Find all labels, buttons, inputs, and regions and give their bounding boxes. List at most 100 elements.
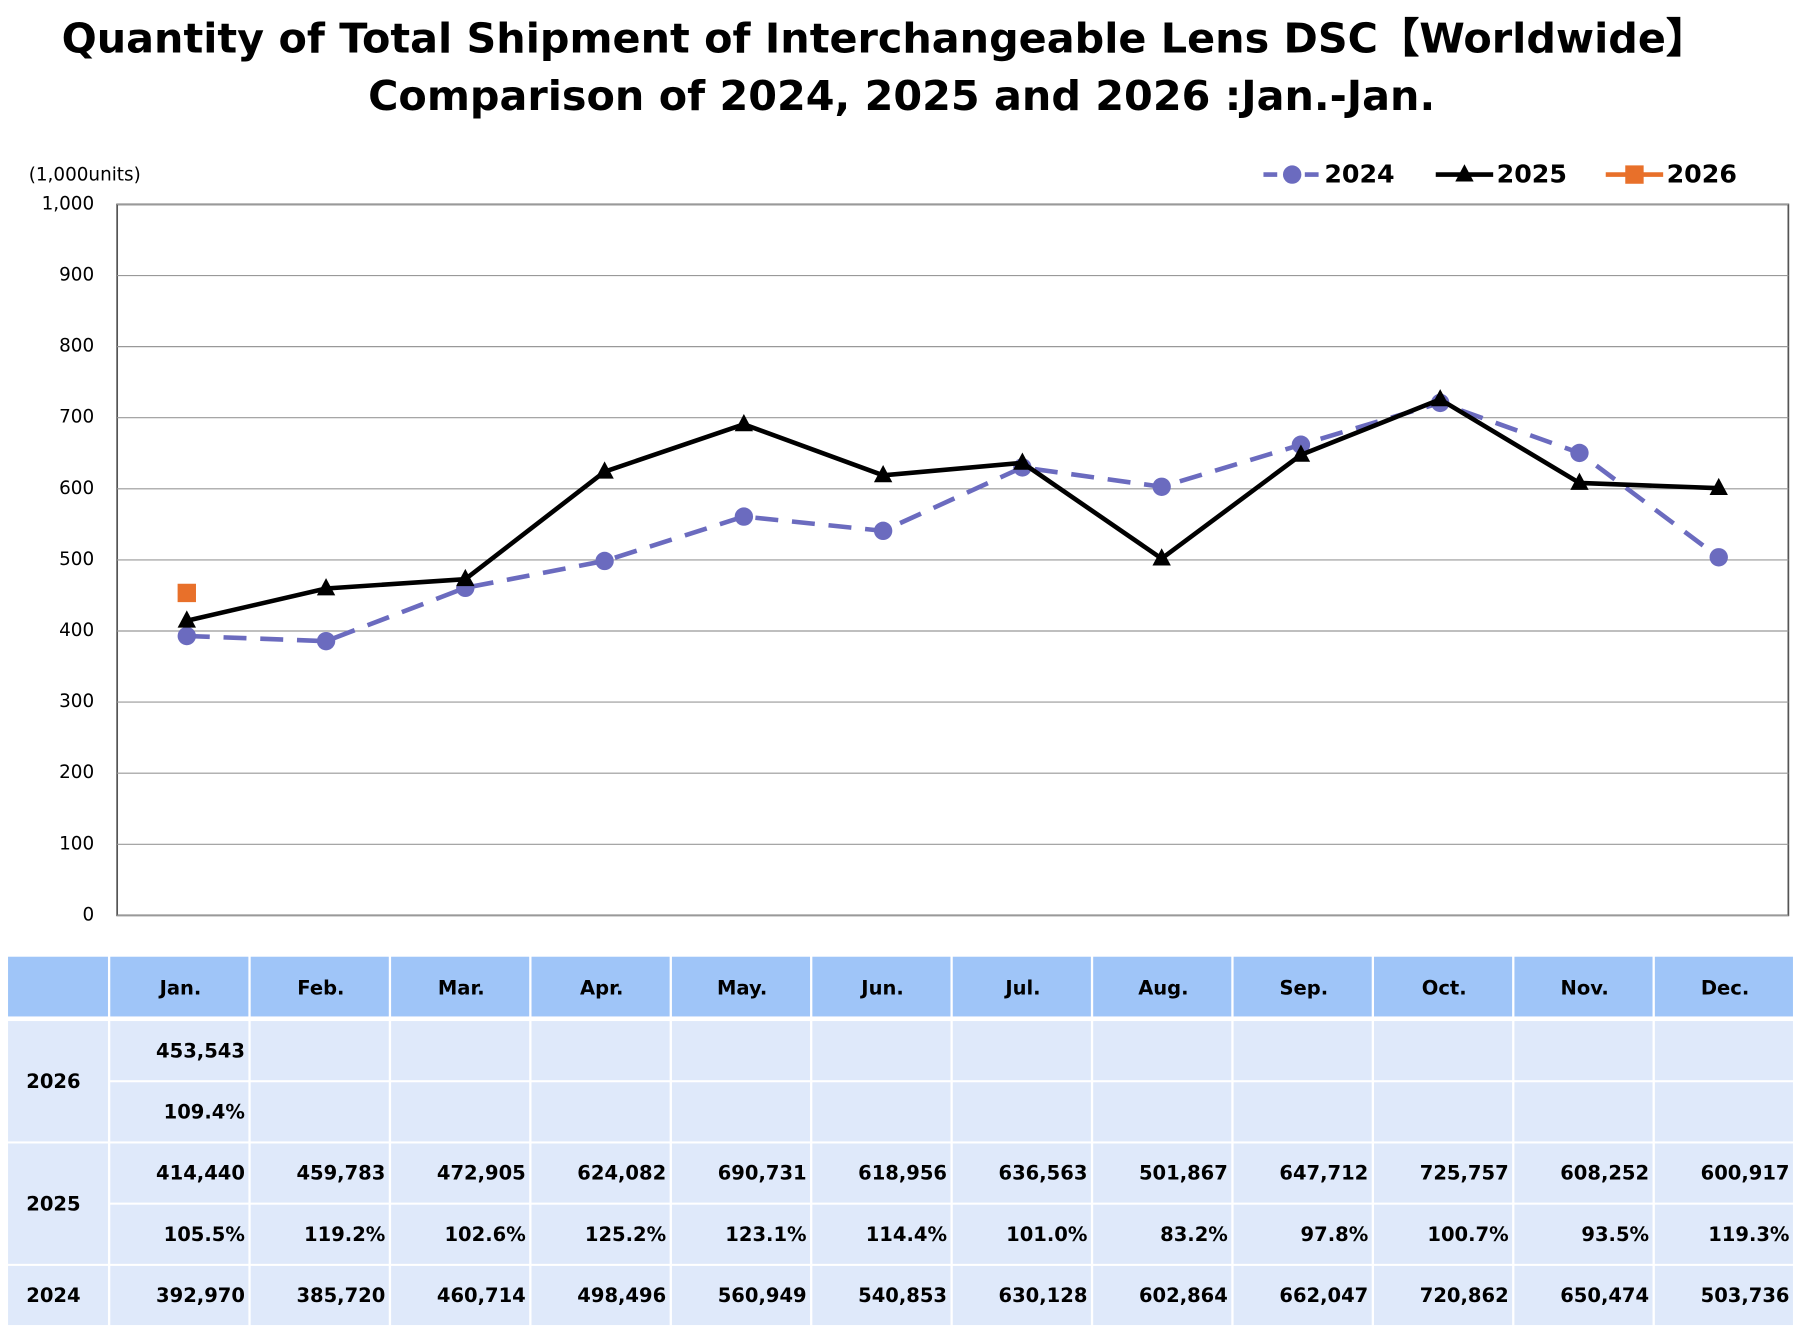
- table-row-label: 2025: [26, 1192, 80, 1215]
- table-cell: [391, 1143, 530, 1203]
- data-point: [873, 465, 893, 483]
- table-cell-text: 100.7%: [1427, 1223, 1508, 1246]
- table-cell: [531, 1082, 670, 1142]
- table-cell: [671, 1021, 811, 1081]
- y-tick-label: 900: [59, 265, 94, 286]
- table-cell-text: 560,949: [718, 1284, 807, 1307]
- table-cell: [1093, 1204, 1232, 1264]
- table-header-label: May.: [717, 976, 767, 999]
- table-cell-text: 392,970: [156, 1284, 245, 1307]
- table-cell: [531, 1143, 670, 1203]
- data-point: [1152, 477, 1171, 496]
- table-cell-text: 460,714: [437, 1284, 526, 1307]
- table-cell: [671, 1204, 811, 1264]
- table-header-label: Oct.: [1422, 976, 1467, 999]
- data-point: [177, 610, 196, 628]
- table-header-cell: [1233, 956, 1372, 1017]
- table-header-label: Jul.: [1003, 976, 1040, 999]
- table-header-cell: [250, 956, 389, 1017]
- data-point: [316, 578, 336, 596]
- table-header-label: Mar.: [438, 976, 485, 999]
- y-tick-label: 300: [59, 691, 94, 712]
- table-header-label: Feb.: [297, 976, 344, 999]
- table-cell: [250, 1021, 389, 1081]
- table-cell: [812, 1082, 951, 1142]
- table-cell-text: 105.5%: [164, 1223, 245, 1246]
- data-point: [1709, 548, 1728, 567]
- table-cell: [531, 1204, 670, 1264]
- data-point: [595, 551, 614, 571]
- legend-marker: [1455, 164, 1474, 182]
- table-header-cell: [8, 956, 108, 1017]
- data-point: [316, 631, 336, 651]
- table-cell: [1654, 1143, 1793, 1203]
- table-cell: [250, 1143, 389, 1203]
- table-cell-text: 662,047: [1279, 1284, 1368, 1307]
- y-tick-label: 800: [59, 336, 94, 357]
- legend-marker: [1282, 165, 1302, 184]
- y-tick-label: 400: [59, 620, 94, 641]
- table-cell-text: 102.6%: [444, 1223, 525, 1246]
- y-tick-label: 700: [59, 407, 94, 428]
- table-header-label: Aug.: [1138, 976, 1188, 999]
- y-tick-label: 600: [59, 478, 94, 499]
- table-cell: [1093, 1021, 1232, 1081]
- y-tick-label: 1,000: [42, 193, 95, 214]
- table-cell: [671, 1265, 811, 1326]
- legend-label: 2025: [1497, 160, 1567, 189]
- y-tick-label: 100: [59, 833, 94, 854]
- table-cell: [250, 1204, 389, 1264]
- table-cell: [110, 1143, 249, 1203]
- data-point: [1570, 472, 1589, 490]
- table-cell: [531, 1021, 670, 1081]
- table-cell: [1514, 1021, 1653, 1081]
- y-axis-label: (1,000units): [29, 165, 141, 186]
- table-cell-text: 498,496: [577, 1284, 666, 1307]
- data-point: [734, 507, 754, 526]
- chart-subtitle: Comparison of 2024, 2025 and 2026 :Jan.-…: [368, 72, 1435, 120]
- table-cell: [1233, 1143, 1372, 1203]
- data-point: [1709, 477, 1728, 496]
- y-tick-label: 500: [59, 549, 94, 570]
- table-cell: [1093, 1082, 1232, 1142]
- table-cell: [671, 1143, 811, 1203]
- table-cell: [250, 1082, 389, 1142]
- data-point: [873, 521, 893, 541]
- table-header-cell: [110, 956, 249, 1017]
- legend-marker: [1625, 165, 1644, 184]
- table-cell-text: 125.2%: [585, 1223, 666, 1246]
- table-cell-text: 453,543: [156, 1039, 245, 1062]
- table-cell-text: 501,867: [1139, 1162, 1228, 1185]
- table-cell: [812, 1204, 951, 1264]
- table-cell: [1233, 1082, 1372, 1142]
- table-header-label: Apr.: [580, 976, 623, 999]
- data-point: [1013, 452, 1032, 470]
- table-row-label-cell: [8, 1143, 108, 1264]
- table-cell: [391, 1082, 530, 1142]
- data-point: [734, 413, 754, 432]
- table-cell: [1374, 1143, 1513, 1203]
- table-header-label: Dec.: [1701, 976, 1749, 999]
- table-cell: [1233, 1204, 1372, 1264]
- table-cell: [1093, 1265, 1232, 1326]
- table-header-label: Jun.: [859, 976, 903, 999]
- table-header-cell: [812, 956, 951, 1017]
- table-cell-text: 97.8%: [1301, 1223, 1369, 1246]
- table-cell: [391, 1204, 530, 1264]
- table-cell: [952, 1082, 1091, 1142]
- table-cell-text: 459,783: [296, 1162, 385, 1185]
- y-tick-label: 200: [59, 762, 94, 783]
- table-row-label: 2026: [26, 1070, 80, 1093]
- table-cell-text: 123.1%: [725, 1223, 806, 1246]
- table-cell: [1374, 1265, 1513, 1326]
- table-cell: [812, 1265, 951, 1326]
- table-header-cell: [1374, 956, 1513, 1017]
- table-cell-text: 602,864: [1139, 1284, 1228, 1307]
- table-header-label: Nov.: [1560, 976, 1608, 999]
- table-cell: [1654, 1204, 1793, 1264]
- table-cell: [1654, 1265, 1793, 1326]
- table-cell-text: 93.5%: [1581, 1223, 1649, 1246]
- table-row-label: 2024: [26, 1284, 80, 1307]
